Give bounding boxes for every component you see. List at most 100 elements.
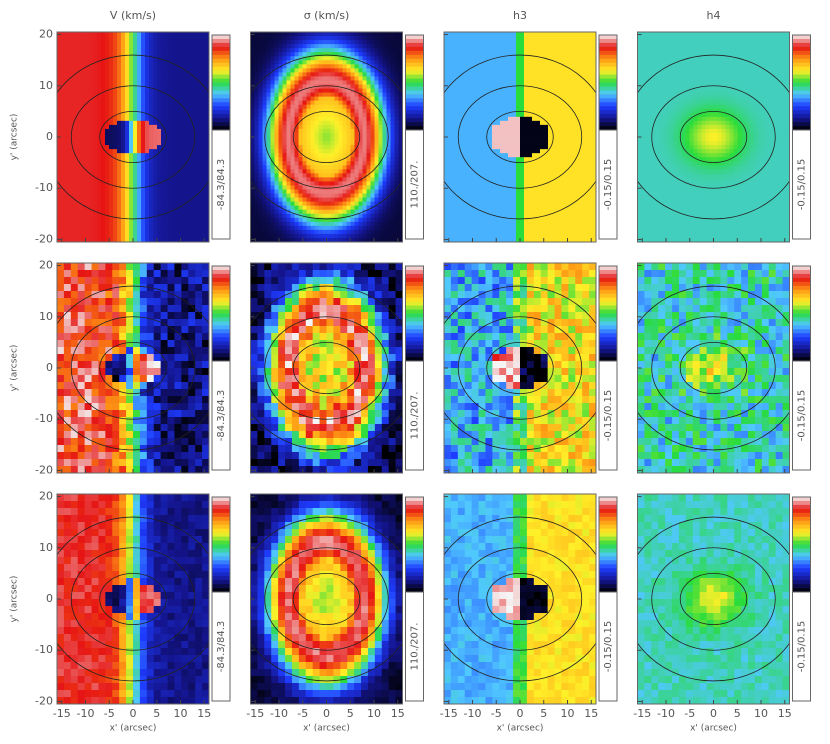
map-cell [57,375,64,382]
map-cell [141,153,145,157]
map-cell [347,198,351,202]
colorbar-cell [212,98,230,102]
map-cell [275,93,279,97]
map-cell [81,36,85,40]
map-cell [119,585,126,592]
map-cell [331,149,335,153]
map-cell [154,515,161,522]
map-cell [168,690,175,697]
map-cell [279,72,283,76]
map-cell [202,459,209,466]
map-cell [275,169,279,173]
map-cell [315,149,319,153]
map-cell [255,198,259,202]
map-cell [311,64,315,68]
map-cell [355,202,359,206]
map-cell [85,550,92,557]
map-cell [133,508,140,515]
map-cell [137,194,141,198]
map-cell [181,347,188,354]
map-cell [112,501,119,508]
map-cell [121,226,125,230]
map-cell [133,592,140,599]
map-cell [335,117,339,121]
map-cell [181,627,188,634]
map-cell [119,305,126,312]
map-cell [133,382,140,389]
map-cell [299,52,303,56]
map-cell [64,606,71,613]
map-cell [85,634,92,641]
map-cell [355,36,359,40]
map-cell [173,40,177,44]
map-cell [105,683,112,690]
map-cell [181,508,188,515]
map-cell [177,145,181,149]
map-cell [119,655,126,662]
map-cell [275,85,279,89]
map-cell [141,32,145,36]
map-cell [85,354,92,361]
map-cell [157,141,161,145]
map-cell [81,157,85,161]
map-cell [65,133,69,137]
map-cell [157,101,161,105]
colorbar-cell [212,306,230,310]
map-cell [279,222,283,226]
map-cell [367,52,371,56]
map-cell [133,149,137,153]
map-cell [201,145,205,149]
map-cell [299,85,303,89]
map-cell [339,129,343,133]
map-cell [271,40,275,44]
map-cell [307,32,311,36]
map-cell [347,60,351,64]
map-cell [85,361,92,368]
map-cell [112,263,119,270]
map-cell [343,129,347,133]
map-cell [93,36,97,40]
map-cell [195,648,202,655]
map-cell [78,550,85,557]
map-cell [255,234,259,238]
map-cell [133,133,137,137]
map-cell [315,60,319,64]
map-cell [363,101,367,105]
map-cell [161,64,165,68]
map-cell [161,676,168,683]
map-cell [137,206,141,210]
map-cell [119,459,126,466]
map-cell [355,32,359,36]
map-cell [291,214,295,218]
map-cell [185,177,189,181]
map-cell [327,141,331,145]
map-cell [157,157,161,161]
map-cell [149,52,153,56]
map-cell [57,662,64,669]
map-cell [335,129,339,133]
map-cell [85,690,92,697]
map-cell [275,145,279,149]
map-cell [69,206,73,210]
map-cell [57,194,61,198]
map-cell [92,354,99,361]
map-cell [263,52,267,56]
map-cell [141,181,145,185]
map-cell [101,68,105,72]
map-cell [57,109,61,113]
map-cell [359,109,363,113]
map-cell [126,599,133,606]
map-cell [77,177,81,181]
map-cell [359,52,363,56]
map-cell [165,32,169,36]
map-cell [195,501,202,508]
map-cell [195,396,202,403]
map-cell [140,529,147,536]
map-cell [331,48,335,52]
map-cell [251,206,255,210]
map-cell [125,76,129,80]
map-cell [89,190,93,194]
map-cell [101,202,105,206]
map-cell [92,648,99,655]
map-cell [69,234,73,238]
